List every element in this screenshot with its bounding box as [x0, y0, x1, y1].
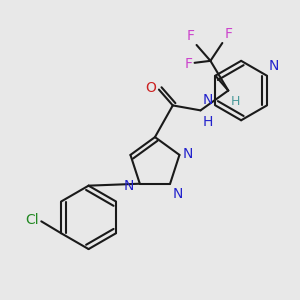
Text: N: N: [202, 93, 213, 107]
Text: O: O: [145, 81, 156, 94]
Text: F: F: [224, 27, 232, 41]
Text: N: N: [182, 147, 193, 161]
Text: F: F: [184, 57, 193, 71]
Text: N: N: [269, 59, 279, 73]
Text: N: N: [124, 179, 134, 193]
Text: F: F: [187, 29, 195, 43]
Text: N: N: [173, 187, 183, 201]
Text: H: H: [202, 115, 213, 129]
Text: H: H: [231, 94, 241, 107]
Text: Cl: Cl: [26, 213, 39, 227]
